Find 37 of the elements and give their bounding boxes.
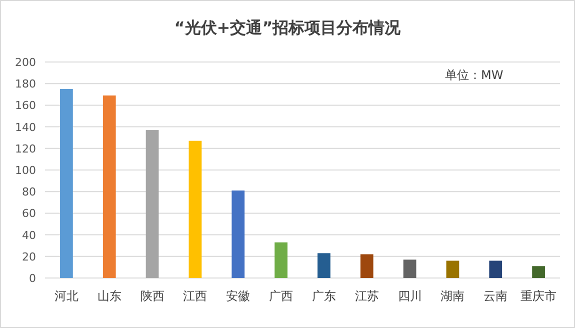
bar (60, 89, 73, 278)
bar (489, 260, 502, 278)
bar (360, 254, 374, 278)
x-tick-label: 重庆市 (520, 289, 557, 303)
bar (146, 130, 159, 278)
bar (274, 242, 288, 278)
bar (232, 190, 245, 278)
y-tick-label: 120 (15, 142, 36, 156)
y-tick-label: 200 (15, 56, 36, 69)
y-tick-label: 140 (15, 120, 36, 134)
y-tick-label: 80 (22, 186, 36, 199)
x-tick-label: 山东 (97, 289, 122, 303)
bar (446, 260, 460, 278)
bar (318, 253, 330, 278)
y-tick-label: 60 (22, 207, 36, 220)
y-tick-label: 0 (29, 272, 36, 285)
bar (102, 95, 116, 278)
x-tick-label: 江苏 (354, 289, 379, 303)
y-tick-label: 40 (22, 228, 36, 242)
chart-title: “光伏+交通”招标项目分布情况 (174, 18, 402, 37)
x-tick-label: 云南 (484, 289, 508, 303)
x-tick-label: 陕西 (140, 289, 164, 303)
bar (532, 266, 545, 278)
x-tick-label: 四川 (398, 289, 422, 303)
x-tick-label: 湖南 (440, 289, 465, 303)
y-tick-label: 180 (15, 78, 36, 91)
x-tick-label: 河北 (54, 289, 78, 303)
bar (188, 140, 202, 278)
y-tick-label: 100 (15, 164, 36, 177)
bar (403, 260, 416, 278)
x-tick-label: 安徽 (226, 289, 250, 303)
y-tick-label: 20 (22, 250, 36, 264)
x-tick-label: 广西 (269, 289, 294, 303)
x-tick-label: 江西 (183, 289, 208, 303)
x-tick-label: 广东 (312, 289, 336, 303)
annotation: 单位：MW (445, 68, 504, 82)
y-tick-label: 160 (15, 99, 36, 112)
